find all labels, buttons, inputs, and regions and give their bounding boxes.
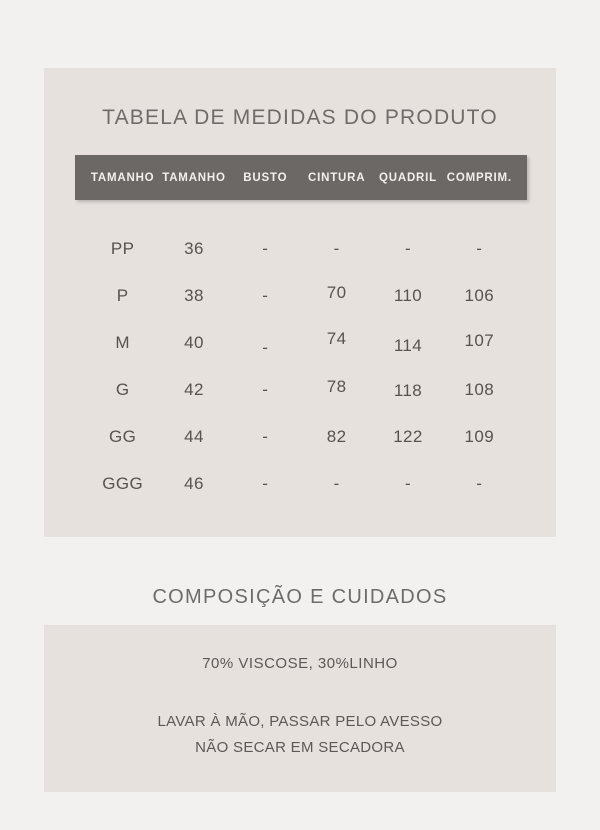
table-cell: PP (110, 238, 135, 258)
table-cell: 109 (464, 426, 495, 446)
table-cell: GG (109, 426, 137, 446)
care-instruction-line: LAVAR À MÃO, PASSAR PELO AVESSO (157, 713, 443, 730)
table-row-gg: GG 44 - 82 122 109 (75, 413, 527, 460)
table-cell: G (115, 379, 130, 399)
composition-text: 70% VISCOSE, 30%LINHO (202, 655, 398, 672)
table-cell: - (476, 473, 483, 493)
column-header-quadril: QUADRIL (378, 171, 437, 184)
table-cell: - (262, 337, 269, 357)
table-row-p: P 38 - 70 110 106 (75, 272, 527, 319)
table-row-ggg: GGG 46 - - - - (75, 460, 527, 507)
size-table-title: TABELA DE MEDIDAS DO PRODUTO (102, 106, 498, 129)
size-table-body: PP 36 - - - - P 38 - 70 110 106 M (75, 225, 527, 507)
table-cell: - (262, 426, 269, 446)
table-cell: P (116, 285, 129, 305)
table-cell: 118 (393, 380, 423, 400)
table-cell: - (404, 473, 412, 493)
table-cell: 114 (393, 335, 423, 355)
column-header-tamanho-number: TAMANHO (162, 171, 226, 184)
table-cell: 70 (326, 282, 347, 302)
table-cell: 122 (393, 426, 423, 446)
table-cell: 74 (326, 328, 347, 348)
table-cell: - (476, 238, 483, 258)
table-cell: 106 (464, 285, 495, 305)
table-cell: - (333, 473, 340, 493)
table-cell: 108 (464, 379, 495, 399)
table-row-m: M 40 - 74 114 107 (75, 319, 527, 366)
size-table-header-row: TAMANHO TAMANHO BUSTO CINTURA QUADRIL CO… (75, 155, 527, 200)
table-cell: - (333, 238, 340, 258)
table-cell: - (262, 473, 269, 493)
table-cell: - (262, 285, 269, 305)
table-cell: 40 (184, 332, 204, 352)
table-row-g: G 42 - 78 118 108 (75, 366, 527, 413)
column-header-comprim: COMPRIM. (446, 171, 512, 184)
column-header-tamanho-label: TAMANHO (90, 171, 155, 184)
table-cell: 44 (184, 426, 204, 446)
table-cell: GGG (102, 473, 144, 493)
table-cell: 82 (326, 426, 347, 446)
table-cell: 110 (393, 285, 423, 305)
table-cell: 78 (326, 376, 347, 396)
column-header-cintura: CINTURA (307, 171, 366, 184)
table-cell: 42 (184, 379, 204, 399)
size-table-panel: TABELA DE MEDIDAS DO PRODUTO TAMANHO TAM… (44, 68, 556, 537)
care-section-title: COMPOSIÇÃO E CUIDADOS (152, 586, 448, 608)
table-cell: - (262, 238, 269, 258)
table-row-pp: PP 36 - - - - (75, 225, 527, 272)
column-header-busto: BUSTO (243, 171, 288, 184)
care-panel: 70% VISCOSE, 30%LINHO LAVAR À MÃO, PASSA… (44, 625, 556, 792)
table-cell: 38 (184, 285, 204, 305)
care-instruction-line: NÃO SECAR EM SECADORA (195, 739, 405, 756)
table-cell: M (115, 332, 130, 352)
table-cell: 107 (464, 330, 495, 350)
table-cell: - (404, 238, 412, 258)
table-cell: 46 (184, 473, 204, 493)
size-table: TAMANHO TAMANHO BUSTO CINTURA QUADRIL CO… (44, 155, 556, 507)
table-cell: 36 (184, 238, 204, 258)
care-instructions: LAVAR À MÃO, PASSAR PELO AVESSO NÃO SECA… (44, 709, 556, 761)
table-cell: - (262, 379, 269, 399)
